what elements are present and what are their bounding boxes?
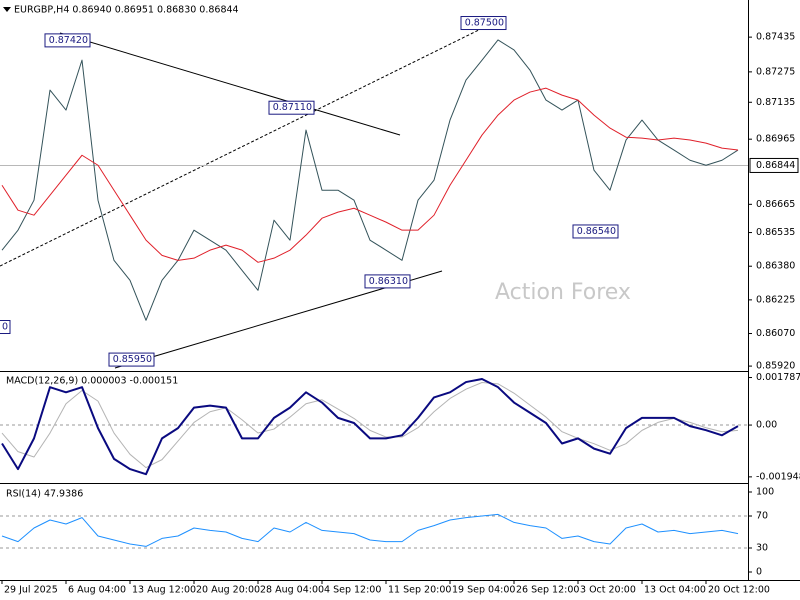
y-tick-label: 0.001787 xyxy=(756,372,800,383)
price-label-box xyxy=(364,274,411,289)
panel-title: EURGBP,H4 0.86940 0.86951 0.86830 0.8684… xyxy=(14,5,239,16)
y-tick-label: 0.00 xyxy=(756,420,777,431)
series-line xyxy=(1,39,739,321)
series-line xyxy=(1,513,739,547)
series-line xyxy=(1,382,739,469)
x-tick-label: 4 Sep 12:00 xyxy=(324,585,381,596)
trend-line xyxy=(59,32,401,136)
panel-title: MACD(12,26,9) 0.000003 -0.000151 xyxy=(6,376,178,387)
y-tick-label: 0.86380 xyxy=(756,261,795,272)
price-label: 0.87500 xyxy=(465,18,504,29)
x-tick-label: 13 Aug 12:00 xyxy=(132,585,196,596)
price-label: 0.86310 xyxy=(369,276,408,287)
y-tick-label: 30 xyxy=(756,543,768,554)
series-line xyxy=(1,377,739,476)
price-label-box xyxy=(572,224,619,239)
price-label: 0.86540 xyxy=(577,226,616,237)
price-label-box xyxy=(108,352,155,367)
last-price-box xyxy=(749,157,799,173)
y-tick-label: 0.86070 xyxy=(756,328,795,339)
x-tick-label: 6 Aug 04:00 xyxy=(68,585,126,596)
x-tick-label: 3 Oct 20:00 xyxy=(580,585,636,596)
y-tick-label: 0.86225 xyxy=(756,294,795,305)
x-tick-label: 29 Jul 2025 xyxy=(4,585,58,596)
y-tick-label: 0.86535 xyxy=(756,227,795,238)
x-tick-label: 20 Aug 20:00 xyxy=(196,585,260,596)
y-tick-label: 0.86665 xyxy=(756,199,795,210)
y-tick-label: 0.87135 xyxy=(756,97,795,108)
price-label: 0.85950 xyxy=(113,354,152,365)
price-label: 0.87420 xyxy=(49,35,88,46)
x-tick-label: 28 Aug 04:00 xyxy=(260,585,324,596)
watermark: Action Forex xyxy=(495,280,631,305)
y-tick-label: 0.87435 xyxy=(756,32,795,43)
price-label: 0.87110 xyxy=(273,102,312,113)
y-tick-label: 0 xyxy=(756,567,762,578)
x-tick-label: 20 Oct 12:00 xyxy=(708,585,770,596)
y-tick-label: -0.001948 xyxy=(756,471,800,482)
price-label-box xyxy=(44,33,91,48)
x-tick-label: 26 Sep 12:00 xyxy=(516,585,579,596)
x-tick-label: 19 Sep 04:00 xyxy=(452,585,515,596)
y-tick-label: 0.86965 xyxy=(756,134,795,145)
price-label: 0 xyxy=(2,322,8,333)
price-label-box xyxy=(268,100,315,115)
price-label-box xyxy=(460,16,507,31)
symbol-marker xyxy=(3,7,11,12)
channel-line xyxy=(0,21,496,267)
x-tick-label: 11 Sep 20:00 xyxy=(388,585,451,596)
x-tick-label: 13 Oct 04:00 xyxy=(644,585,706,596)
y-tick-label: 0.87275 xyxy=(756,66,795,77)
y-tick-label: 100 xyxy=(756,487,774,498)
series-line xyxy=(1,87,739,263)
price-label-box xyxy=(0,320,11,335)
last-price-label: 0.86844 xyxy=(756,160,795,171)
panel-title: RSI(14) 47.9386 xyxy=(6,489,83,500)
y-tick-label: 0.85920 xyxy=(756,361,795,372)
y-tick-label: 70 xyxy=(756,511,768,522)
